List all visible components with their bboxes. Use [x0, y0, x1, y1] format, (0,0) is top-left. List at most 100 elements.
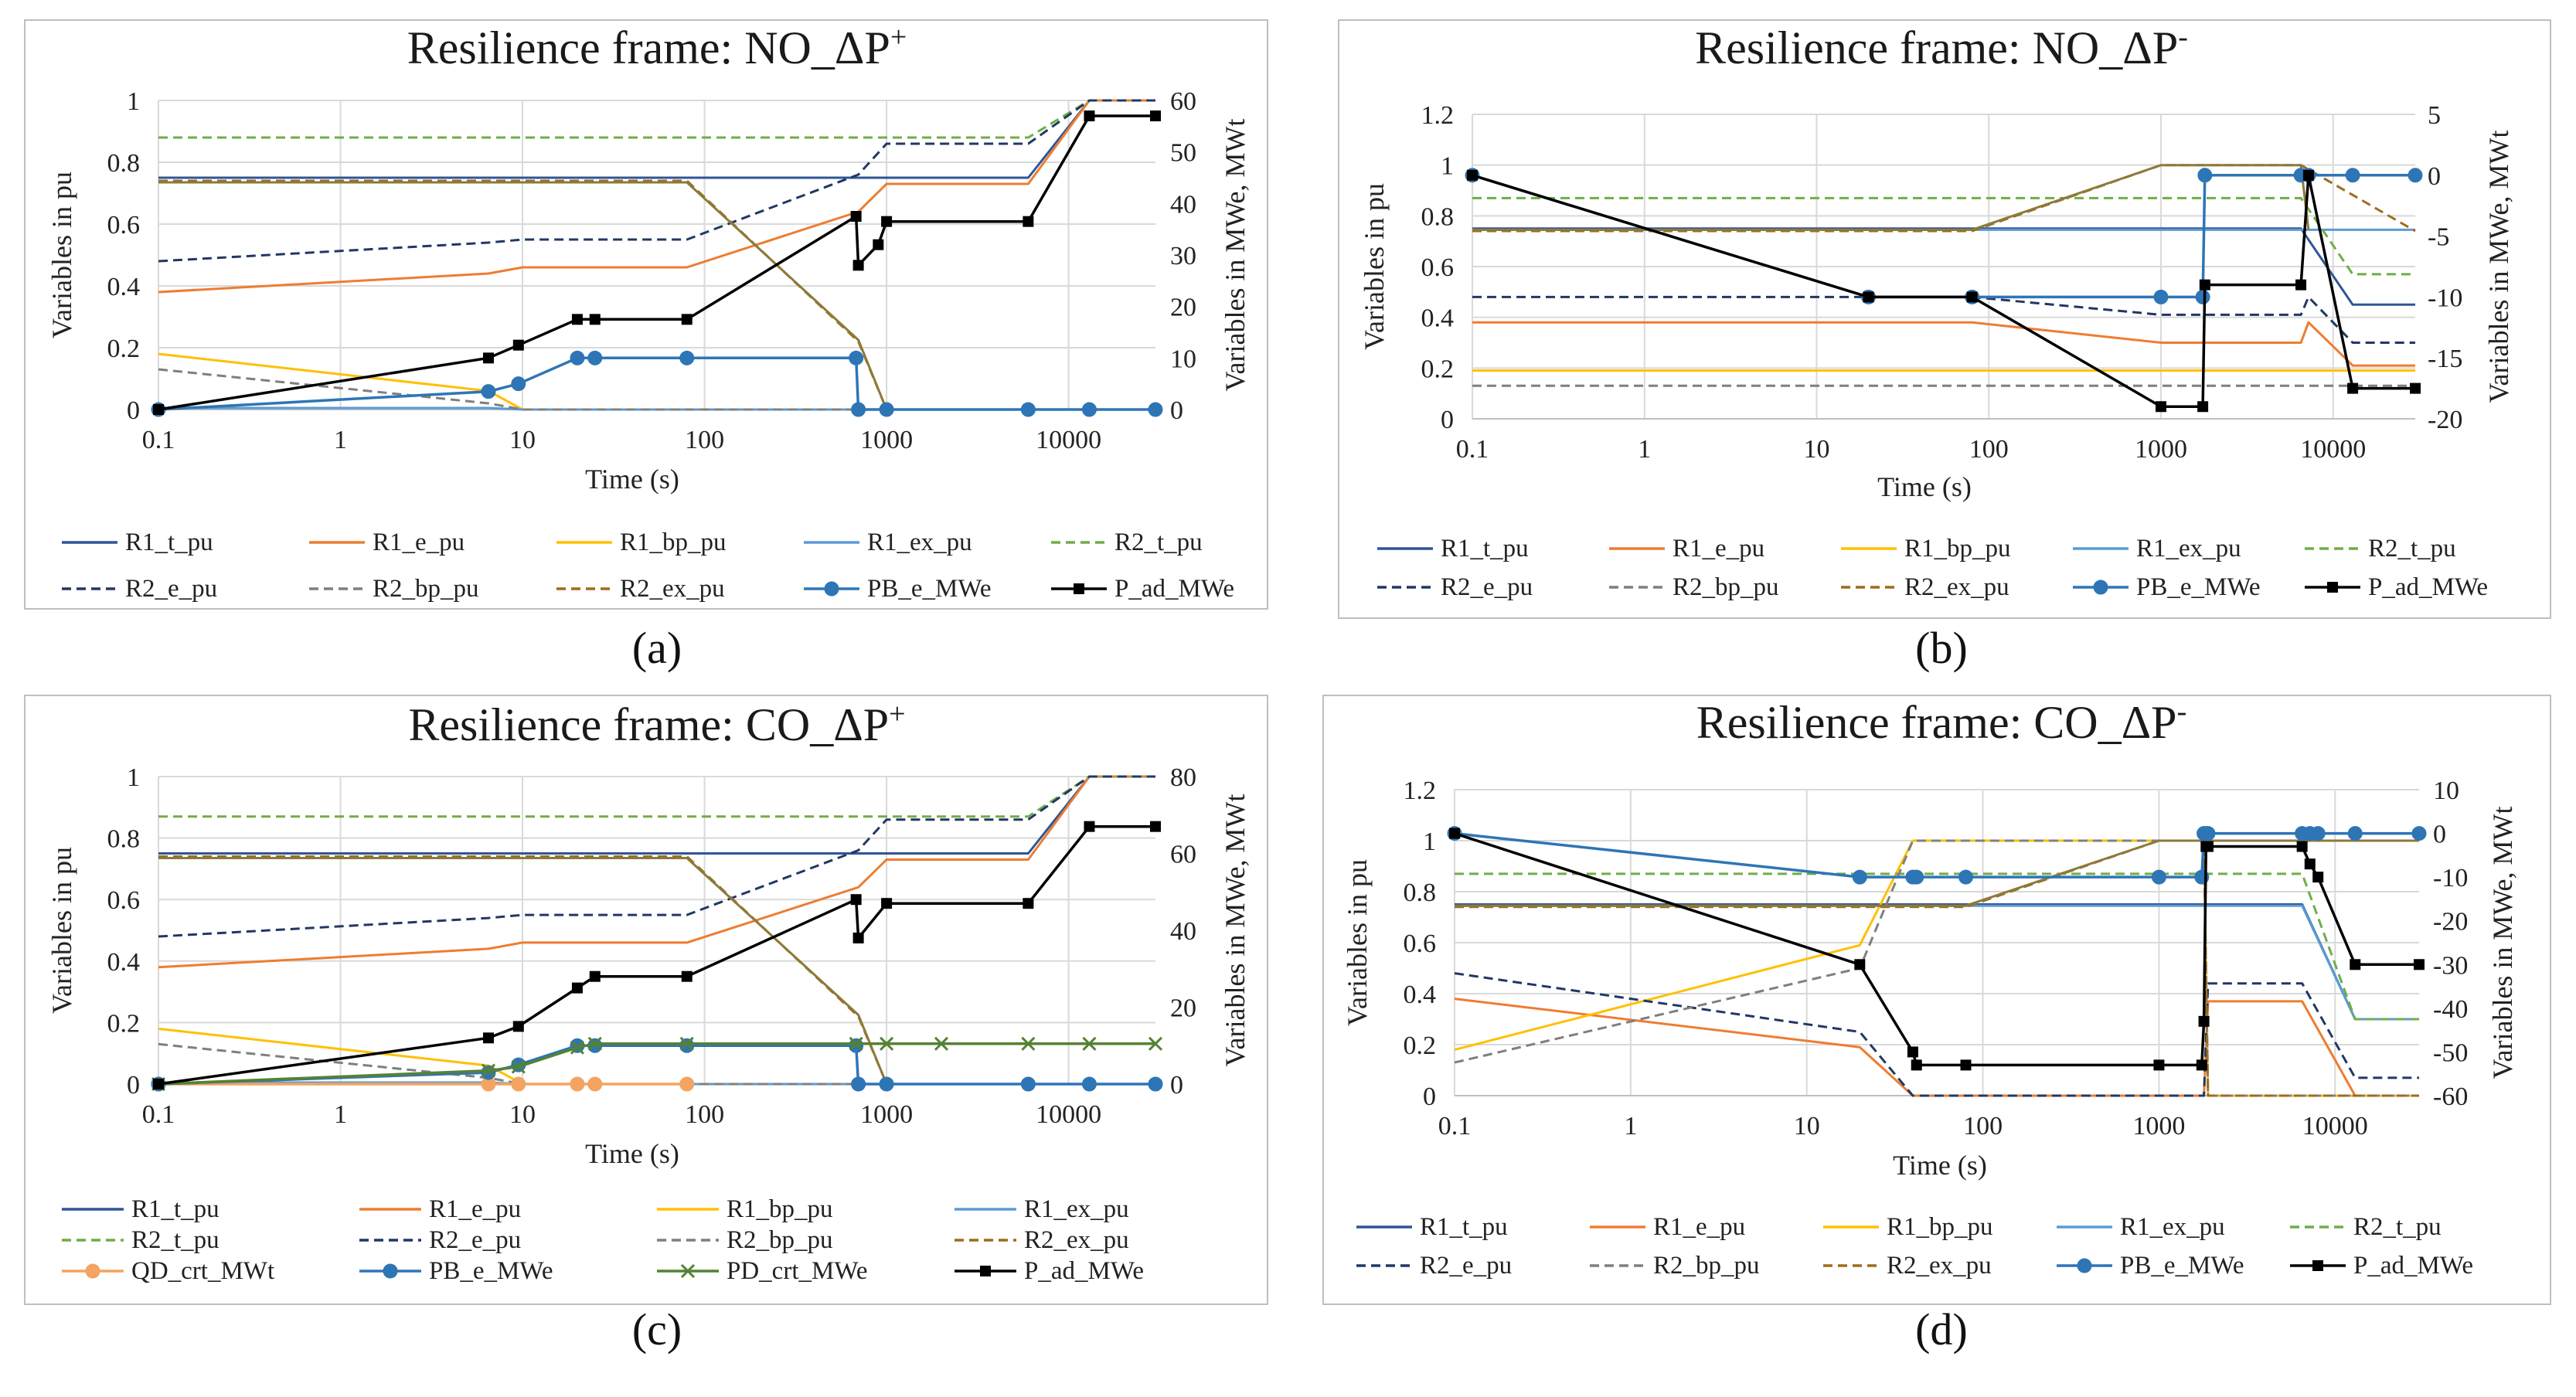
legend-label: R2_t_pu — [2368, 535, 2456, 563]
data-point-PD_crt_MWe — [934, 1036, 949, 1051]
data-point-P_ad_MWe — [850, 894, 862, 906]
legend-label: P_ad_MWe — [2353, 1252, 2473, 1280]
legend-item-R1_ex_pu: R1_ex_pu — [2057, 1213, 2225, 1241]
legend-item-R2_bp_pu: R2_bp_pu — [309, 575, 479, 603]
x-tick-label: 10 — [509, 426, 536, 454]
data-point-PB_e_MWe — [2347, 826, 2363, 841]
legend-item-R2_ex_pu: R2_ex_pu — [556, 575, 725, 603]
panel-label: (c) — [632, 1304, 682, 1355]
legend-label: R2_e_pu — [1420, 1252, 1512, 1280]
x-tick-label: 10000 — [1036, 1100, 1101, 1129]
y-tick-label: 1.2 — [1404, 777, 1437, 805]
y-tick-label: 0.6 — [107, 886, 141, 915]
y-tick-label: 0.8 — [1421, 202, 1455, 231]
legend-label: R1_e_pu — [1653, 1213, 1745, 1241]
data-point-P_ad_MWe — [852, 932, 864, 943]
chart-title-text: Resilience frame: CO_ΔP — [1696, 697, 2177, 748]
legend: R1_t_pu R1_e_pu R1_bp_pu R1_ex_pu R2_t_pu R2_… — [1377, 535, 2488, 601]
legend-item-PB_e_MWe: PB_e_MWe — [359, 1257, 553, 1285]
legend-label: R1_e_pu — [373, 529, 464, 556]
y-tick-label: 0.2 — [1421, 355, 1455, 383]
series-line-R1_e_pu — [1472, 321, 2415, 367]
chart-title: Resilience frame: CO_ΔP- — [1696, 695, 2186, 748]
legend-item-R2_ex_pu: R2_ex_pu — [955, 1226, 1129, 1254]
data-point-PB_e_MWe — [481, 384, 496, 399]
y-tick-label: 0 — [127, 1071, 140, 1100]
data-point-PB_e_MWe — [849, 350, 864, 365]
data-point-P_ad_MWe — [1911, 1059, 1922, 1071]
legend-item-R2_e_pu: R2_e_pu — [359, 1226, 521, 1254]
data-point-P_ad_MWe — [2304, 858, 2316, 870]
x-tick-label: 10 — [1803, 435, 1829, 464]
chart-title-text: Resilience frame: NO_ΔP — [1695, 22, 2178, 73]
y-tick-label: 1 — [127, 87, 140, 116]
data-point-P_ad_MWe — [1960, 1059, 1972, 1071]
legend-item-R1_e_pu: R1_e_pu — [359, 1195, 521, 1223]
legend-marker — [1074, 583, 1084, 594]
data-point-P_ad_MWe — [482, 1032, 494, 1044]
y-tick-label: 0.2 — [1404, 1032, 1437, 1060]
legend: R1_t_pu R1_e_pu R1_bp_pu R1_ex_pu R2_t_pu R2_… — [62, 529, 1234, 603]
data-point-P_ad_MWe — [512, 339, 524, 351]
legend-label: R1_ex_pu — [1024, 1195, 1129, 1223]
x-tick-label: 100 — [1963, 1112, 2003, 1140]
x-tick-label: 10 — [1794, 1112, 1820, 1140]
y2-tick-label: 10 — [1170, 345, 1196, 373]
chart-title-superscript: + — [890, 21, 907, 53]
data-point-PD_crt_MWe — [1021, 1036, 1036, 1051]
panel-frame — [24, 695, 1268, 1305]
data-point-P_ad_MWe — [571, 982, 583, 994]
y2-tick-label: 40 — [1170, 190, 1196, 219]
data-point-QD_crt_MWt — [511, 1076, 526, 1092]
y2-tick-label: 0 — [1170, 396, 1183, 425]
series-line-R2_t_pu — [1455, 872, 2419, 1021]
y2-tick-label: -40 — [2433, 995, 2468, 1024]
data-point-P_ad_MWe — [681, 970, 692, 982]
x-tick-label: 0.1 — [142, 1100, 175, 1129]
legend-item-PB_e_MWe: PB_e_MWe — [2073, 573, 2261, 601]
legend-label: R2_bp_pu — [373, 575, 479, 603]
y-axis-label: Variables in pu — [46, 172, 77, 338]
legend-marker — [980, 1266, 991, 1276]
panel-label: (d) — [1915, 1304, 1968, 1355]
legend-label: QD_crt_MWt — [131, 1257, 274, 1285]
chart-panel-4: Resilience frame: CO_ΔP- 0 0.2 0.4 0.6 0.8 1 1.… — [1322, 695, 2551, 1355]
y2-tick-label: 5 — [2428, 101, 2441, 130]
x-tick-label: 1 — [1638, 435, 1651, 464]
y2-axis-label: Variables in MWe, MWt — [2487, 806, 2518, 1079]
x-tick-label: 0.1 — [1456, 435, 1489, 464]
series-R1_e_pu — [1472, 321, 2415, 367]
series-line-R1_e_pu — [158, 775, 1155, 969]
legend-marker — [2093, 580, 2108, 595]
legend-item-R2_t_pu: R2_t_pu — [62, 1226, 219, 1254]
legend: R1_t_pu R1_e_pu R1_bp_pu R1_ex_pu R2_t_pu R2_… — [62, 1195, 1144, 1285]
data-point-P_ad_MWe — [2312, 872, 2324, 883]
legend-item-P_ad_MWe: P_ad_MWe — [955, 1257, 1144, 1285]
series-P_ad_MWe — [153, 821, 1161, 1089]
data-point-P_ad_MWe — [2414, 959, 2425, 970]
legend-label: R1_e_pu — [429, 1195, 521, 1223]
data-point-PB_e_MWe — [1852, 869, 1867, 885]
y2-tick-label: 30 — [1170, 242, 1196, 270]
legend-item-R1_ex_pu: R1_ex_pu — [2073, 535, 2241, 563]
y-tick-label: 0.8 — [107, 825, 141, 854]
legend-item-R2_bp_pu: R2_bp_pu — [1609, 573, 1779, 601]
y-tick-label: 0.4 — [1404, 981, 1437, 1009]
data-point-PB_e_MWe — [587, 350, 603, 365]
data-point-P_ad_MWe — [589, 970, 601, 982]
y-tick-label: 0.6 — [1404, 930, 1437, 958]
legend-label: R1_t_pu — [1441, 535, 1529, 563]
y-tick-label: 0.6 — [107, 211, 141, 240]
legend-label: P_ad_MWe — [1024, 1257, 1144, 1285]
legend-marker — [2327, 582, 2338, 593]
x-tick-label: 1000 — [2132, 1112, 2185, 1140]
legend-label: R2_t_pu — [131, 1226, 219, 1254]
chart-title: Resilience frame: CO_ΔP+ — [408, 698, 905, 750]
legend-item-R1_t_pu: R1_t_pu — [1356, 1213, 1508, 1241]
data-point-PD_crt_MWe — [849, 1036, 863, 1051]
y2-tick-label: 0 — [2433, 821, 2446, 849]
y2-tick-label: -20 — [2433, 908, 2468, 936]
y2-axis-label: Variables in MWe, MWt — [1220, 118, 1251, 391]
data-point-PB_e_MWe — [679, 350, 695, 365]
data-point-PD_crt_MWe — [679, 1036, 694, 1051]
